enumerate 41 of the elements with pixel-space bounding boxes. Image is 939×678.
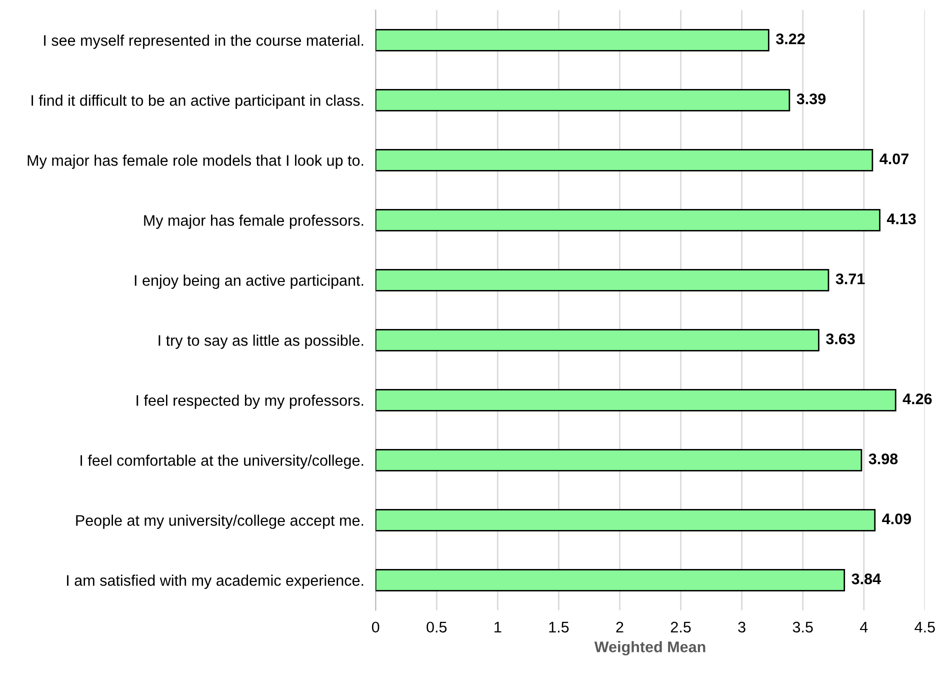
y-tick-label: I feel comfortable at the university/college. [80, 454, 364, 469]
data-label: 4.07 [880, 153, 908, 164]
data-label: 3.84 [852, 573, 881, 584]
y-tick-label: My major has female role models that I look up to. [28, 154, 364, 169]
x-tick-label: 3.5 [792, 622, 813, 633]
data-label: 3.71 [836, 273, 865, 284]
y-tick-label: I feel respected by my professors. [136, 394, 364, 409]
data-label: 4.09 [882, 513, 911, 524]
x-tick-label: 0 [372, 622, 380, 633]
data-label: 3.39 [796, 93, 826, 104]
y-tick-label: I see myself represented in the course material. [44, 34, 364, 49]
y-tick-label: I am satisfied with my academic experience. [67, 574, 364, 589]
bar [376, 569, 846, 592]
x-tick-label: 1.5 [549, 622, 569, 633]
bar [376, 88, 790, 112]
bar [376, 448, 862, 472]
x-tick-label: 4 [860, 622, 868, 632]
bar [376, 208, 880, 232]
data-label: 3.98 [868, 453, 898, 464]
bar [376, 28, 770, 52]
bar [376, 328, 820, 352]
data-label: 4.26 [902, 393, 932, 404]
y-tick-label: I try to say as little as possible. [158, 334, 364, 349]
bar [376, 268, 830, 292]
data-label: 3.63 [826, 333, 855, 344]
y-tick-label: I enjoy being an active participant. [134, 274, 364, 289]
x-axis-title: Weighted Mean [594, 641, 706, 656]
x-tick-label: 4.5 [914, 622, 935, 633]
y-tick-label: I find it difficult to be an active participant in class. [32, 94, 364, 109]
x-tick-label: 1 [494, 622, 502, 632]
bar [376, 148, 874, 172]
data-label: 4.13 [886, 213, 916, 224]
y-tick-label: My major has female professors. [144, 214, 364, 229]
x-tick-label: 2 [616, 622, 624, 632]
x-tick-label: 2.5 [670, 622, 691, 633]
x-tick-label: 3 [738, 622, 746, 633]
data-label: 3.22 [776, 33, 805, 44]
y-tick-label: People at my university/college accept me. [76, 514, 364, 529]
bar [376, 509, 876, 532]
bar [376, 388, 896, 412]
x-tick-label: 0.5 [426, 622, 447, 633]
